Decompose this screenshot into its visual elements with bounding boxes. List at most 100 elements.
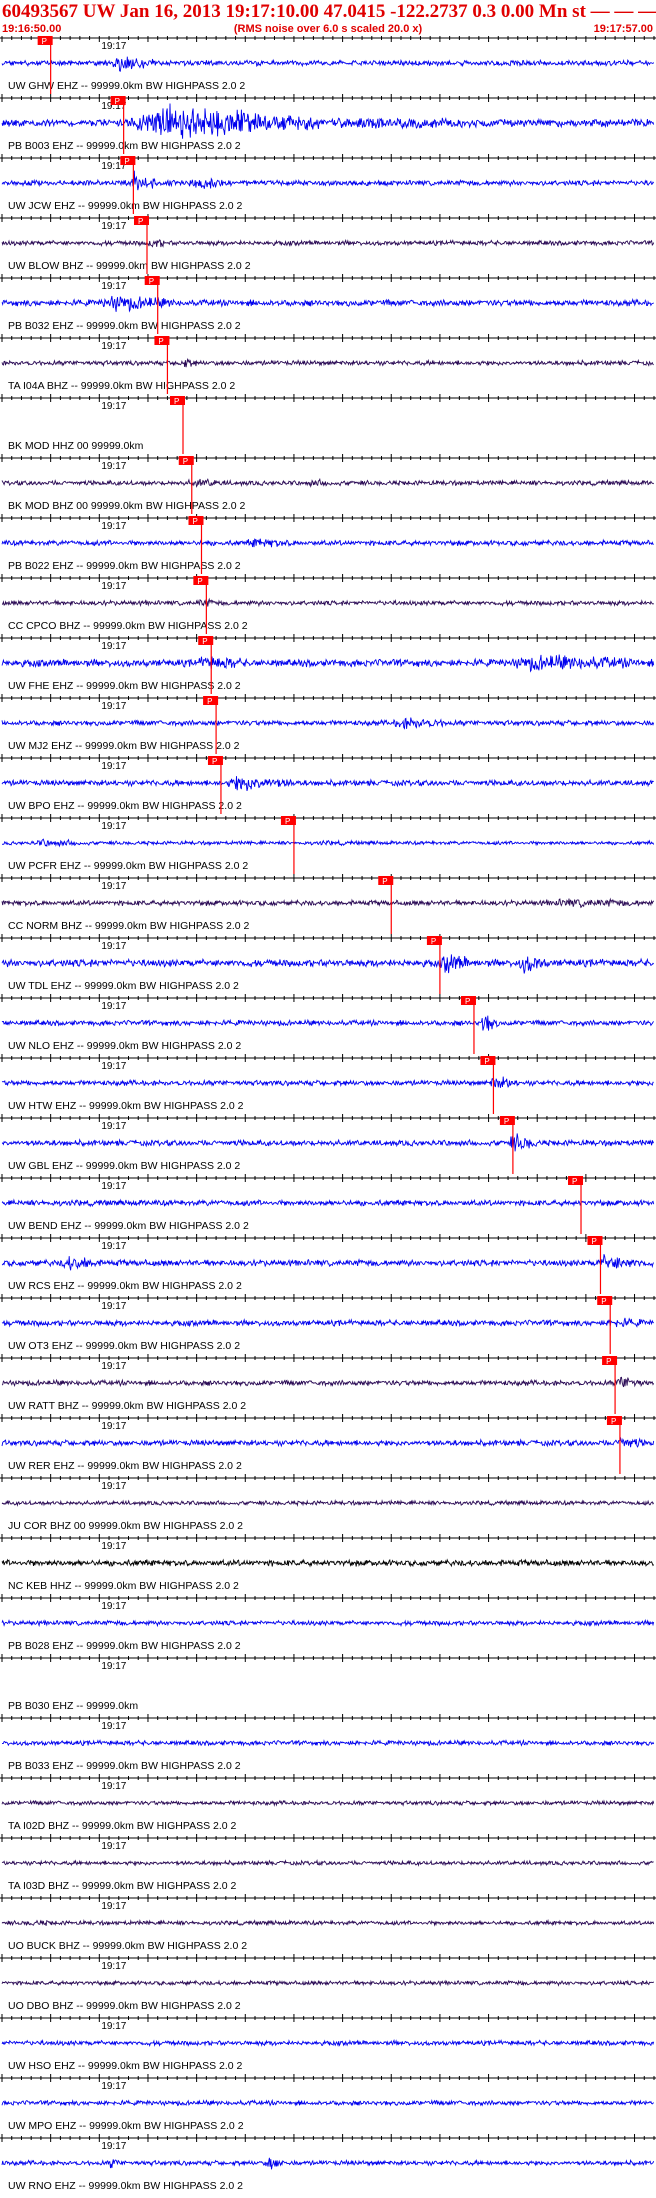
trace-row: 19:17 UW MPO EHZ -- 99999.0km BW HIGHPASS… bbox=[0, 2074, 656, 2132]
waveform bbox=[1, 295, 654, 313]
trace-row: 19:17 UO DBO BHZ -- 99999.0km BW HIGHPASS… bbox=[0, 1954, 656, 2012]
pick-flag bbox=[144, 276, 160, 285]
time-tick-label: 19:17 bbox=[101, 761, 126, 772]
waveform bbox=[1, 1859, 654, 1867]
trace-row: 19:17 PB B022 EHZ -- 99999.0km BW HIGHPAS… bbox=[0, 514, 656, 574]
waveform bbox=[1, 1198, 655, 1208]
pick-flag bbox=[499, 1116, 515, 1125]
time-tick-label: 19:17 bbox=[101, 1361, 126, 1372]
waveform bbox=[1, 2098, 654, 2107]
waveform bbox=[1, 1015, 654, 1031]
trace-row: 19:17 BK MOD BHZ 00 99999.0km BW HIGHPASS… bbox=[0, 454, 656, 514]
station-label: UW RCS EHZ -- 99999.0km BW HIGHPASS 2.0 … bbox=[8, 1280, 242, 1292]
trace-row: 19:17 UW OT3 EHZ -- 99999.0km BW HIGHPASS… bbox=[0, 1294, 656, 1354]
trace-row: 19:17 PB B030 EHZ -- 99999.0km bbox=[0, 1654, 656, 1712]
trace-row: 19:17 UW BEND EHZ -- 99999.0km BW HIGHPAS… bbox=[0, 1174, 656, 1234]
pick-flag bbox=[207, 756, 223, 765]
pick-label: P bbox=[382, 877, 387, 886]
station-label: TA I03D BHZ -- 99999.0km BW HIGHPASS 2.0… bbox=[8, 1880, 237, 1892]
pick-label: P bbox=[158, 337, 163, 346]
pick-flag bbox=[154, 336, 170, 345]
station-label: TA I02D BHZ -- 99999.0km BW HIGHPASS 2.0… bbox=[8, 1820, 237, 1832]
waveform bbox=[1, 1619, 655, 1628]
waveform bbox=[1, 897, 655, 909]
pick-label: P bbox=[285, 817, 290, 826]
start-time: 19:16:50.00 bbox=[2, 23, 62, 35]
station-label: UO BUCK BHZ -- 99999.0km BW HIGHPASS 2.0… bbox=[8, 1940, 247, 1952]
pick-label: P bbox=[192, 517, 197, 526]
time-tick-label: 19:17 bbox=[101, 941, 126, 952]
pick-flag bbox=[460, 996, 476, 1005]
waveform bbox=[1, 1979, 655, 1987]
pick-flag bbox=[587, 1236, 603, 1245]
time-tick-label: 19:17 bbox=[101, 1961, 126, 1972]
waveform bbox=[1, 357, 654, 368]
trace-row: 19:17 PB B028 EHZ -- 99999.0km BW HIGHPAS… bbox=[0, 1594, 656, 1652]
pick-label: P bbox=[465, 997, 470, 1006]
station-label: UW RATT BHZ -- 99999.0km BW HIGHPASS 2.0… bbox=[8, 1400, 246, 1412]
trace-row: 19:17 UW HTW EHZ -- 99999.0km BW HIGHPASS… bbox=[0, 1054, 656, 1114]
pick-flag bbox=[37, 36, 53, 45]
trace-row: 19:17 UW RCS EHZ -- 99999.0km BW HIGHPASS… bbox=[0, 1234, 656, 1294]
pick-flag bbox=[480, 1056, 496, 1065]
station-label: UW FHE EHZ -- 99999.0km BW HIGHPASS 2.0 … bbox=[8, 680, 241, 692]
trace-row: 19:17 UW JCW EHZ -- 99999.0km BW HIGHPASS… bbox=[0, 154, 656, 214]
time-tick-label: 19:17 bbox=[101, 101, 126, 112]
pick-flag bbox=[606, 1416, 622, 1425]
pick-flag bbox=[597, 1296, 613, 1305]
station-label: PB B032 EHZ -- 99999.0km BW HIGHPASS 2.0… bbox=[8, 320, 241, 332]
pick-label: P bbox=[174, 397, 179, 406]
waveform bbox=[1, 56, 655, 72]
time-tick-label: 19:17 bbox=[101, 1241, 126, 1252]
trace-row: 19:17 UW MJ2 EHZ -- 99999.0km BW HIGHPASS… bbox=[0, 694, 656, 754]
seismogram-plot: 19:17 UW GHW EHZ -- 99999.0km BW HIGHPASS… bbox=[0, 36, 656, 2192]
time-tick-label: 19:17 bbox=[101, 521, 126, 532]
station-label: UW BEND EHZ -- 99999.0km BW HIGHPASS 2.0… bbox=[8, 1220, 249, 1232]
waveform bbox=[1, 1799, 655, 1807]
scale-note: (RMS noise over 6.0 s scaled 20.0 x) bbox=[233, 23, 423, 35]
time-tick-label: 19:17 bbox=[101, 281, 126, 292]
pick-label: P bbox=[197, 577, 202, 586]
time-tick-label: 19:17 bbox=[101, 2021, 126, 2032]
pick-label: P bbox=[601, 1297, 606, 1306]
station-label: UW TDL EHZ -- 99999.0km BW HIGHPASS 2.0 … bbox=[8, 980, 239, 992]
waveform bbox=[1, 776, 654, 791]
trace-row: 19:17 UW TDL EHZ -- 99999.0km BW HIGHPASS… bbox=[0, 934, 656, 994]
station-label: UW HTW EHZ -- 99999.0km BW HIGHPASS 2.0 … bbox=[8, 1100, 244, 1112]
time-tick-label: 19:17 bbox=[101, 1061, 126, 1072]
waveform bbox=[1, 103, 655, 139]
waveform bbox=[1, 597, 654, 608]
station-label: NC KEB HHZ -- 99999.0km BW HIGHPASS 2.0 … bbox=[8, 1580, 239, 1592]
time-tick-label: 19:17 bbox=[101, 581, 126, 592]
pick-label: P bbox=[207, 697, 212, 706]
station-label: UW GHW EHZ -- 99999.0km BW HIGHPASS 2.0 … bbox=[8, 80, 245, 92]
waveform bbox=[1, 838, 655, 848]
pick-label: P bbox=[484, 1057, 489, 1066]
waveform bbox=[1, 1376, 655, 1388]
pick-label: P bbox=[431, 937, 436, 946]
waveform bbox=[1, 477, 655, 488]
header: 60493567 UW Jan 16, 2013 19:17:10.00 47.… bbox=[0, 0, 656, 36]
waveform bbox=[1, 2157, 655, 2170]
trace-row: 19:17 UO BUCK BHZ -- 99999.0km BW HIGHPAS… bbox=[0, 1894, 656, 1952]
trace-row: 19:17 JU COR BHZ 00 99999.0km BW HIGHPASS… bbox=[0, 1474, 656, 1532]
time-tick-label: 19:17 bbox=[101, 701, 126, 712]
event-title: 60493567 UW Jan 16, 2013 19:17:10.00 47.… bbox=[2, 1, 656, 22]
pick-label: P bbox=[591, 1237, 596, 1246]
trace-row: 19:17 UW BLOW BHZ -- 99999.0km BW HIGHPAS… bbox=[0, 214, 656, 274]
waveform bbox=[1, 1436, 655, 1448]
time-tick-label: 19:17 bbox=[101, 1421, 126, 1432]
trace-row: 19:17 UW RATT BHZ -- 99999.0km BW HIGHPAS… bbox=[0, 1354, 656, 1414]
waveform bbox=[1, 1133, 655, 1152]
pick-label: P bbox=[183, 457, 188, 466]
trace-row: 19:17 UW RER EHZ -- 99999.0km BW HIGHPASS… bbox=[0, 1414, 656, 1474]
pick-flag bbox=[203, 696, 219, 705]
pick-flag bbox=[178, 456, 194, 465]
pick-label: P bbox=[115, 97, 120, 106]
time-tick-label: 19:17 bbox=[101, 341, 126, 352]
pick-flag bbox=[110, 96, 126, 105]
station-label: PB B003 EHZ -- 99999.0km BW HIGHPASS 2.0… bbox=[8, 140, 241, 152]
pick-label: P bbox=[606, 1357, 611, 1366]
waveform bbox=[1, 1254, 655, 1271]
time-tick-label: 19:17 bbox=[101, 1481, 126, 1492]
